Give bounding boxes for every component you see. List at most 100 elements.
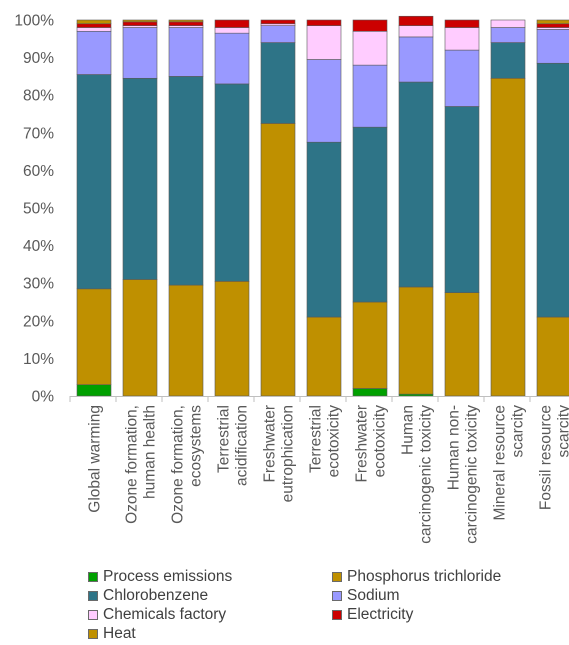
x-tick-label: Mineral resource scarcity [492, 405, 527, 521]
bar-segment [352, 30, 388, 66]
bar-segment [444, 49, 480, 107]
bar-segment [76, 74, 112, 290]
bar-segment [76, 19, 112, 25]
legend-swatch-electricity [332, 610, 342, 620]
y-tick-label: 30% [23, 276, 54, 293]
bar-segment [398, 25, 434, 38]
bar-segment [490, 27, 526, 43]
bar-segment [214, 27, 250, 34]
y-tick-label: 40% [23, 238, 54, 255]
legend-swatch-chemicals-factory [88, 610, 98, 620]
x-tick-label-line: acidification [234, 405, 251, 486]
bar-segment [444, 106, 480, 293]
bar-segment [398, 36, 434, 83]
x-tick-label-line: Ozone formation, [124, 405, 141, 524]
legend-item: Electricity [332, 606, 413, 624]
bar-segment [352, 388, 388, 397]
bar-segment [306, 59, 342, 143]
x-tick-label-line: Freshwater [354, 405, 371, 483]
bar-segment [398, 286, 434, 395]
bar-segment [306, 25, 342, 60]
legend-swatch-phosphorus-trichloride [332, 572, 342, 582]
bar-segment [122, 21, 158, 26]
legend-item: Chlorobenzene [88, 587, 208, 605]
bar-segment [76, 30, 112, 75]
bar-segment [444, 19, 480, 28]
legend-swatch-chlorobenzene [88, 591, 98, 601]
x-tick-label-line: Terrestrial [216, 405, 233, 473]
legend-label: Chlorobenzene [103, 587, 209, 604]
y-tick-label: 0% [32, 389, 55, 406]
bar-segment [122, 19, 158, 23]
x-tick-label: Human non-carcinogenic toxicity [446, 405, 481, 544]
bar-segment [214, 281, 250, 397]
bar-segment [490, 42, 526, 79]
bar-segment [122, 27, 158, 79]
bar-segment [352, 64, 388, 128]
x-tick-label: Terrestrial ecotoxicity [308, 405, 343, 478]
x-tick-label-line: Fossil resource [538, 405, 555, 510]
bar-segment [168, 76, 204, 286]
x-tick-label-line: ecotoxicity [326, 405, 343, 478]
x-tick-label-line: Ozone formation, [170, 405, 187, 524]
x-tick-label: Fossil resource scarcity [538, 405, 569, 510]
legend-swatch-sodium [332, 591, 342, 601]
y-axis: 0% 10% 20% 30% 40% 50% 60% 70% 80% 90% 100% [14, 13, 54, 406]
bar-segment [214, 83, 250, 282]
x-tick-label: Freshwater ecotoxicity [354, 405, 389, 483]
y-tick-label: 80% [23, 88, 54, 105]
bar-segment [536, 19, 569, 25]
bar-segment [260, 42, 296, 124]
x-tick-label-line: scarcity [510, 405, 527, 458]
bar-segment [536, 316, 569, 397]
bar-segment [444, 27, 480, 51]
y-tick-label: 90% [23, 50, 54, 67]
x-tick-label: Freshwater eutrophication [262, 405, 297, 502]
y-tick-label: 20% [23, 313, 54, 330]
legend-item: Process emissions [88, 568, 232, 586]
x-tick-label-line: ecotoxicity [372, 405, 389, 478]
bar-segment [490, 19, 526, 28]
bar-segment [168, 19, 204, 23]
x-tick-label-line: Mineral resource [492, 405, 509, 520]
bar-segment [490, 77, 526, 397]
x-tick-label-line: Freshwater [262, 405, 279, 483]
x-tick-label: Ozone formation, human health [124, 405, 159, 524]
x-tick-label: Global warming [87, 405, 104, 513]
bar-segment [214, 32, 250, 85]
bar-segment [168, 284, 204, 397]
bar-segment [536, 23, 569, 28]
x-tick-label-line: Human non- [446, 405, 463, 490]
bars-layer [76, 15, 569, 397]
bar-segment [76, 288, 112, 386]
bar-segment [260, 25, 296, 43]
bar-segment [352, 126, 388, 303]
legend-label: Process emissions [103, 568, 233, 585]
legend-item: Chemicals factory [88, 606, 226, 624]
y-tick-label: 10% [23, 351, 54, 368]
legend-item: Phosphorus trichloride [332, 568, 501, 586]
x-tick-label: Ozone formation, ecosystems [170, 405, 205, 524]
bar-segment [398, 81, 434, 288]
legend-swatch-process-emissions [88, 572, 98, 582]
y-tick-label: 70% [23, 125, 54, 142]
x-tick-label-line: Terrestrial [308, 405, 325, 473]
bar-segment [352, 301, 388, 389]
x-tick-label-line: eutrophication [280, 405, 297, 502]
x-tick-label-line: human health [142, 405, 159, 499]
bar-segment [76, 27, 112, 32]
x-tick-label: Terrestrial acidification [216, 405, 251, 486]
bar-segment [260, 19, 296, 25]
bar-segment [444, 292, 480, 397]
x-tick-label-line: scarcity [556, 405, 569, 458]
x-tick-label-line: carcinogenic toxicity [464, 405, 481, 544]
legend-label: Sodium [347, 587, 400, 604]
bar-segment [76, 384, 112, 397]
bar-segment [306, 141, 342, 318]
legend-item: Heat [88, 625, 136, 643]
bar-segment [76, 23, 112, 28]
bar-segment [168, 27, 204, 77]
x-tick-label-line: ecosystems [188, 405, 205, 487]
bar-segment [260, 123, 296, 397]
